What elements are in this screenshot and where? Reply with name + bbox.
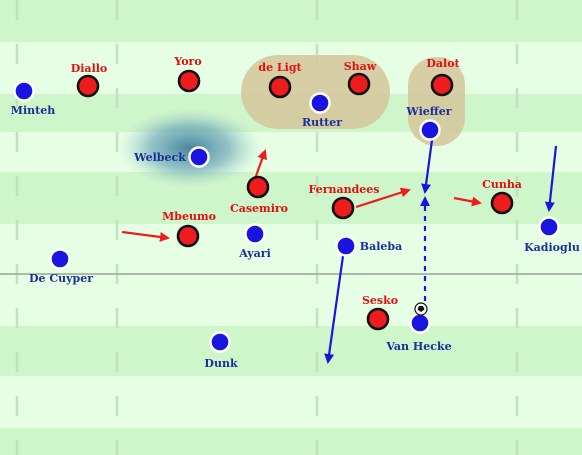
player-wieffer-label: Wieffer: [405, 105, 451, 118]
pitch-stripe: [0, 326, 582, 376]
player-mbeumo-label: Mbeumo: [162, 210, 216, 223]
player-baleba-label: Baleba: [360, 240, 402, 253]
player-kadioglu-marker: [538, 216, 560, 238]
player-sesko-label: Sesko: [362, 294, 398, 307]
player-labels: Diallo Yoro de Ligt Shaw Dalot Casemiro Fernan…: [11, 55, 580, 370]
player-welbeck-marker: [188, 146, 210, 168]
blue-run-arrow: [544, 145, 558, 212]
player-van-hecke-label: Van Hecke: [385, 340, 451, 353]
player-cunha-marker: [490, 191, 514, 215]
player-rutter-label: Rutter: [302, 116, 342, 129]
player-kadioglu-label: Kadioglu: [524, 241, 580, 254]
player-dalot-marker: [430, 73, 454, 97]
ball: [414, 302, 428, 316]
player-ayari-label: Ayari: [238, 247, 271, 260]
player-baleba-marker: [335, 235, 357, 257]
player-yoro-label: Yoro: [173, 55, 201, 68]
player-sesko-marker: [366, 307, 390, 331]
player-de-cuyper-marker: [49, 248, 71, 270]
red-run-arrow: [355, 187, 411, 209]
player-minteh-label: Minteh: [11, 104, 55, 117]
red-run-arrow: [254, 149, 267, 177]
player-fernandees-marker: [331, 196, 355, 220]
player-van-hecke-marker: [409, 312, 431, 334]
player-casemiro-label: Casemiro: [230, 202, 288, 215]
player-mbeumo-marker: [176, 224, 200, 248]
blue-run-arrow: [324, 255, 345, 364]
player-shaw-label: Shaw: [344, 60, 377, 73]
player-casemiro-marker: [246, 175, 270, 199]
players: [13, 69, 560, 353]
red-run-arrow: [453, 196, 482, 207]
player-de-ligt-label: de Ligt: [258, 61, 302, 74]
player-fernandees-label: Fernandees: [308, 183, 379, 196]
pitch-stripe: [0, 0, 582, 42]
player-shaw-marker: [347, 72, 371, 96]
defensive-shadow-zone: [118, 108, 262, 188]
blue-run-arrow: [421, 139, 434, 194]
player-diallo-marker: [76, 74, 100, 98]
player-yoro-marker: [177, 69, 201, 93]
player-ayari-marker: [244, 223, 266, 245]
player-minteh-marker: [13, 80, 35, 102]
pitch-stripe: [0, 428, 582, 455]
player-dalot-label: Dalot: [426, 57, 460, 70]
back-line-highlight: [241, 55, 390, 129]
highlight-zones: [118, 55, 465, 188]
player-diallo-label: Diallo: [71, 62, 108, 75]
player-welbeck-label: Welbeck: [133, 151, 186, 164]
player-wieffer-marker: [419, 119, 441, 141]
player-de-ligt-marker: [268, 75, 292, 99]
player-dunk-label: Dunk: [204, 357, 238, 370]
football-icon: [414, 302, 428, 316]
player-de-cuyper-label: De Cuyper: [29, 272, 93, 285]
player-dunk-marker: [209, 331, 231, 353]
player-cunha-label: Cunha: [482, 178, 522, 191]
player-rutter-marker: [309, 92, 331, 114]
pitch-stripe: [0, 172, 582, 224]
red-run-arrow: [121, 230, 170, 242]
movement-arrows: [121, 139, 558, 364]
